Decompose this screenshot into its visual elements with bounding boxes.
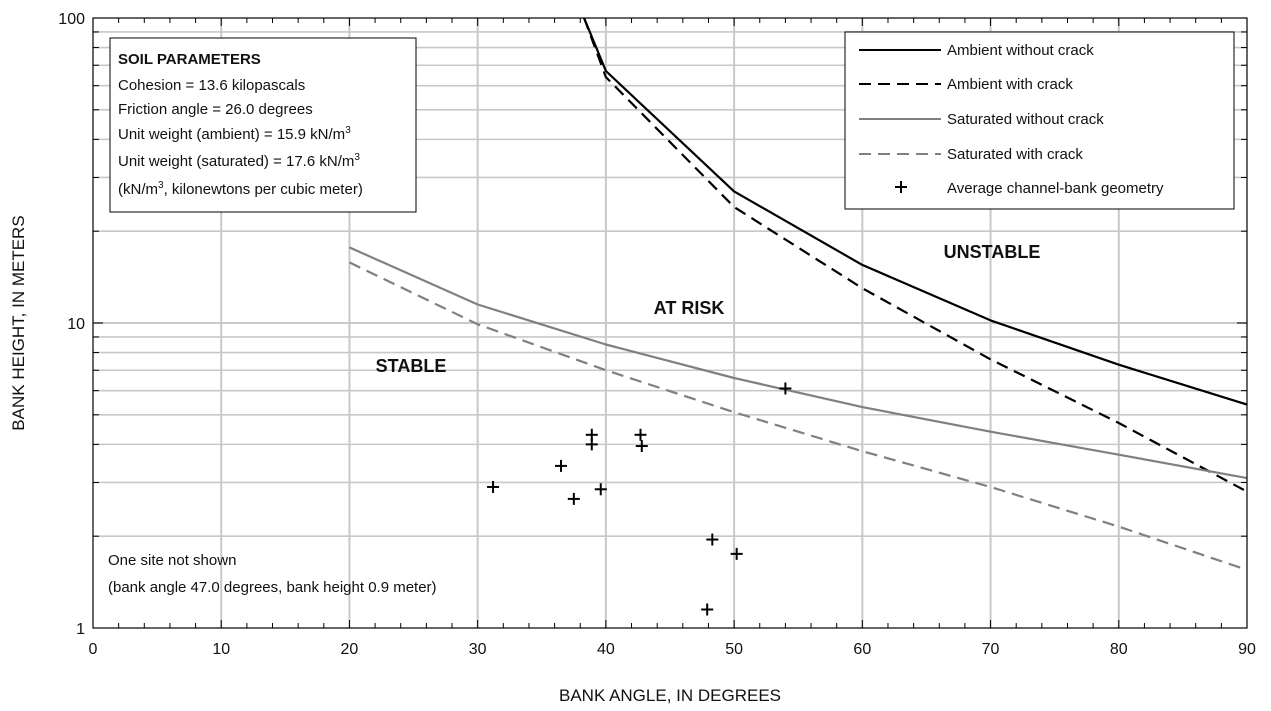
data-point-plus [567,492,580,505]
data-points [487,382,792,616]
soil-param-cohesion: Cohesion = 13.6 kilopascals [118,77,305,94]
x-axis-label: BANK ANGLE, IN DEGREES [559,686,781,705]
data-point-plus [779,382,792,395]
tick-labels: 0 10 20 30 40 50 60 70 80 90 1 10 100 [58,11,1256,658]
x-tick-label: 70 [982,641,1000,658]
series-line-saturated-without-crack [348,246,1248,480]
data-point-plus [594,483,607,496]
x-tick-label: 20 [341,641,359,658]
legend-label-channel-bank-geometry: Average channel-bank geometry [947,180,1164,197]
data-point-plus [701,603,714,616]
y-tick-label: 10 [67,316,85,333]
soil-param-units-note: (kN/m3, kilonewtons per cubic meter) [118,180,363,198]
legend-label-ambient-with-crack: Ambient with crack [947,76,1073,93]
x-tick-label: 80 [1110,641,1128,658]
legend-frame [844,31,1235,210]
axis-ticks [92,17,1248,629]
data-point-plus [635,440,648,453]
x-tick-label: 90 [1238,641,1256,658]
data-point-plus [555,459,568,472]
region-label-stable: STABLE [376,356,447,376]
data-point-plus [730,547,743,560]
series-line-ambient-without-crack [583,17,1248,406]
soil-param-unit-weight-ambient: Unit weight (ambient) = 15.9 kN/m3 [118,125,351,143]
superscript-3: 3 [158,180,164,191]
x-tick-label: 10 [212,641,230,658]
data-point-plus [585,438,598,451]
data-point-plus [706,533,719,546]
soil-param-friction: Friction angle = 26.0 degrees [118,101,313,118]
superscript-3: 3 [354,152,360,163]
series-lines [348,17,1248,571]
data-point-plus [487,480,500,493]
x-tick-label: 0 [89,641,98,658]
series-line-ambient-with-crack [583,17,1248,493]
x-tick-label: 50 [725,641,743,658]
data-point-plus [634,428,647,441]
y-tick-label: 100 [58,11,85,28]
note-line-1: One site not shown [108,552,236,569]
legend-label-saturated-without-crack: Saturated without crack [947,111,1104,128]
legend: Ambient without crack Ambient with crack… [844,31,1235,210]
superscript-3: 3 [345,125,351,136]
soil-parameters-title: SOIL PARAMETERS [118,51,261,68]
legend-label-ambient-without-crack: Ambient without crack [947,42,1094,59]
y-axis-label: BANK HEIGHT, IN METERS [9,215,28,430]
soil-parameters-frame [109,37,417,213]
soil-param-unit-weight-saturated: Unit weight (saturated) = 17.6 kN/m3 [118,152,360,170]
x-tick-label: 60 [853,641,871,658]
region-label-at-risk: AT RISK [654,298,725,318]
legend-marker-plus [895,181,907,193]
x-tick-label: 40 [597,641,615,658]
x-tick-label: 30 [469,641,487,658]
series-line-saturated-with-crack [348,261,1248,571]
y-tick-label: 1 [76,621,85,638]
note-line-2: (bank angle 47.0 degrees, bank height 0.… [108,579,437,596]
soil-parameters-box: SOIL PARAMETERS Cohesion = 13.6 kilopasc… [109,37,417,213]
region-label-unstable: UNSTABLE [944,242,1041,262]
legend-label-saturated-with-crack: Saturated with crack [947,146,1083,163]
